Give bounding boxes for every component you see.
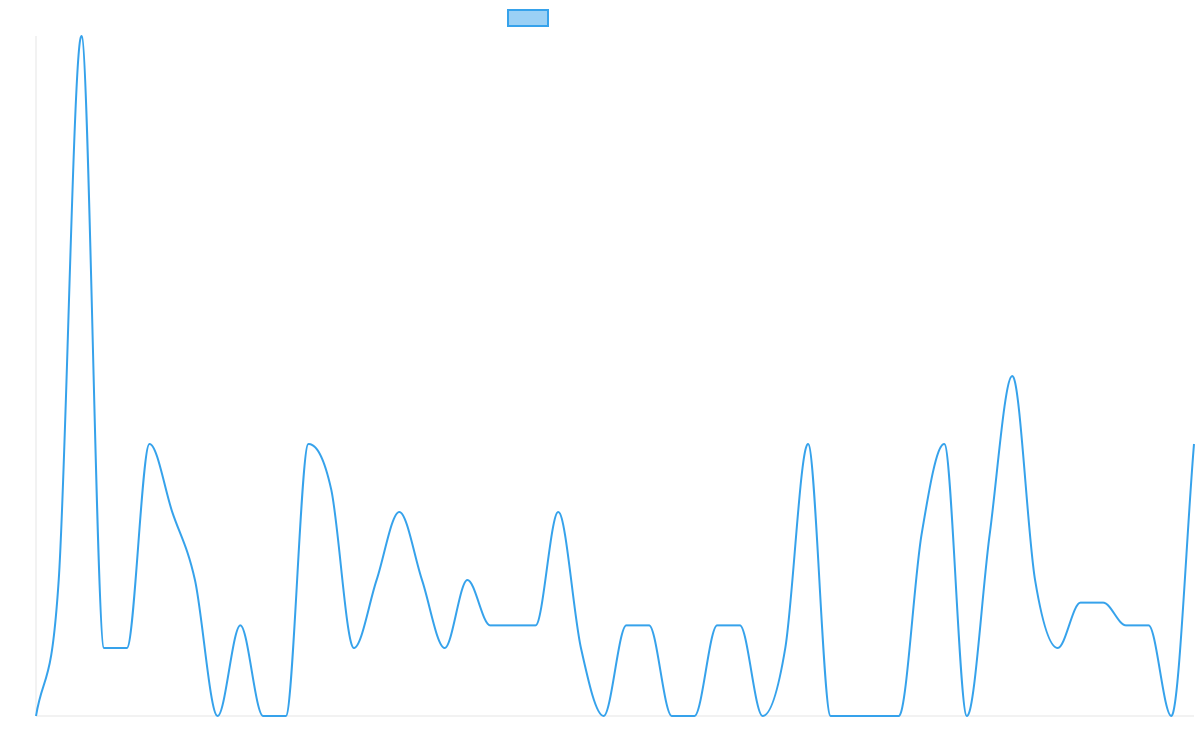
data-point[interactable] bbox=[1074, 597, 1086, 609]
data-point[interactable] bbox=[552, 506, 564, 518]
data-point[interactable] bbox=[598, 710, 610, 722]
series-layer bbox=[35, 35, 1195, 717]
data-point[interactable] bbox=[757, 710, 769, 722]
data-point[interactable] bbox=[461, 574, 473, 586]
data-point[interactable] bbox=[1165, 710, 1177, 722]
data-point[interactable] bbox=[802, 438, 814, 450]
data-point[interactable] bbox=[688, 710, 700, 722]
data-point[interactable] bbox=[916, 529, 928, 541]
data-point[interactable] bbox=[166, 506, 178, 518]
data-point[interactable] bbox=[666, 710, 678, 722]
series-line bbox=[35, 35, 1195, 717]
data-point[interactable] bbox=[620, 619, 632, 631]
data-point[interactable] bbox=[439, 642, 451, 654]
data-point[interactable] bbox=[348, 642, 360, 654]
data-point[interactable] bbox=[1120, 619, 1132, 631]
data-point[interactable] bbox=[893, 710, 905, 722]
data-point[interactable] bbox=[711, 619, 723, 631]
data-point[interactable] bbox=[507, 619, 519, 631]
legend-swatch[interactable] bbox=[507, 9, 549, 27]
data-point[interactable] bbox=[1188, 438, 1200, 450]
data-point[interactable] bbox=[847, 710, 859, 722]
data-point[interactable] bbox=[302, 438, 314, 450]
data-point[interactable] bbox=[1052, 642, 1064, 654]
data-point[interactable] bbox=[870, 710, 882, 722]
data-point[interactable] bbox=[1097, 597, 1109, 609]
data-point[interactable] bbox=[121, 642, 133, 654]
data-point[interactable] bbox=[53, 574, 65, 586]
data-point[interactable] bbox=[371, 574, 383, 586]
data-point[interactable] bbox=[825, 710, 837, 722]
data-point[interactable] bbox=[734, 619, 746, 631]
data-point[interactable] bbox=[212, 710, 224, 722]
data-point[interactable] bbox=[984, 529, 996, 541]
data-point[interactable] bbox=[643, 619, 655, 631]
data-point[interactable] bbox=[1029, 574, 1041, 586]
legend[interactable] bbox=[507, 9, 549, 27]
data-point[interactable] bbox=[234, 619, 246, 631]
data-point[interactable] bbox=[938, 438, 950, 450]
data-point[interactable] bbox=[393, 506, 405, 518]
data-point[interactable] bbox=[961, 710, 973, 722]
data-point[interactable] bbox=[144, 438, 156, 450]
data-point[interactable] bbox=[98, 642, 110, 654]
data-point[interactable] bbox=[189, 574, 201, 586]
data-point[interactable] bbox=[75, 30, 87, 42]
data-point[interactable] bbox=[530, 619, 542, 631]
points-layer bbox=[30, 30, 1200, 722]
data-point[interactable] bbox=[1143, 619, 1155, 631]
data-point[interactable] bbox=[257, 710, 269, 722]
data-point[interactable] bbox=[484, 619, 496, 631]
data-point[interactable] bbox=[325, 483, 337, 495]
data-point[interactable] bbox=[30, 710, 42, 722]
data-point[interactable] bbox=[280, 710, 292, 722]
data-point[interactable] bbox=[575, 642, 587, 654]
data-point[interactable] bbox=[1006, 370, 1018, 382]
data-point[interactable] bbox=[416, 574, 428, 586]
data-point[interactable] bbox=[779, 642, 791, 654]
